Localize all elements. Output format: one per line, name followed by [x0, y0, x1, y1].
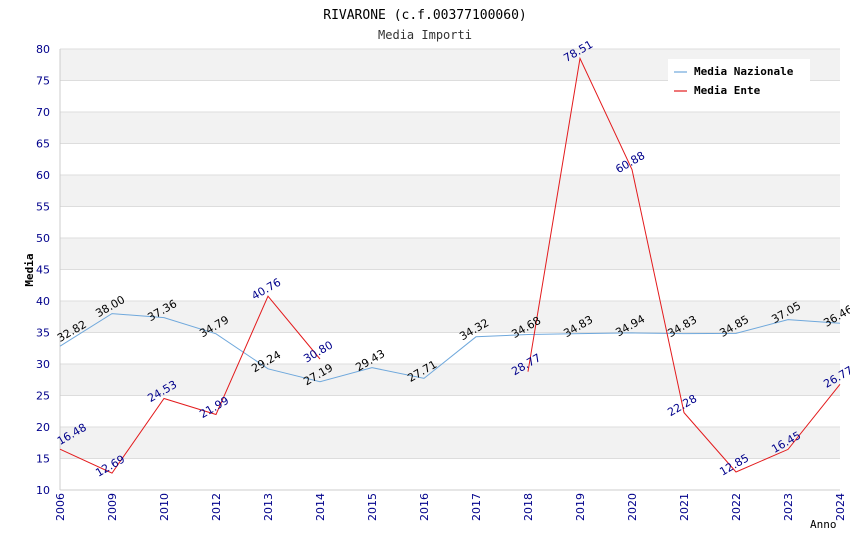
- y-tick-label: 50: [36, 232, 50, 245]
- grid-band: [60, 427, 840, 459]
- x-tick-label: 2016: [418, 493, 431, 521]
- y-tick-label: 40: [36, 295, 50, 308]
- grid-bands: [60, 49, 840, 459]
- y-tick-label: 15: [36, 453, 50, 466]
- y-tick-label: 55: [36, 201, 50, 214]
- series-line-media-ente: [59, 295, 321, 474]
- y-tick-label: 10: [36, 484, 50, 497]
- chart-subtitle: Media Importi: [378, 28, 472, 42]
- y-tick-label: 75: [36, 75, 50, 88]
- x-tick-label: 2013: [262, 493, 275, 521]
- x-tick-label: 2006: [54, 493, 67, 521]
- x-tick-label: 2024: [834, 493, 847, 521]
- x-tick-label: 2023: [782, 493, 795, 521]
- y-tick-label: 80: [36, 43, 50, 56]
- x-tick-label: 2017: [470, 493, 483, 521]
- series-line-media-ente: [527, 56, 841, 473]
- tick-labels: 10 15 20 25 30 35 40 45 50 55 60 65 70 75 80 2006 2009 20…: [36, 43, 847, 521]
- x-tick-label: 2010: [158, 493, 171, 521]
- grid-band: [60, 112, 840, 144]
- series-lines: [59, 56, 841, 474]
- grid-band: [60, 238, 840, 270]
- legend-label-media-ente: Media Ente: [694, 84, 761, 97]
- data-label-media-ente: 21.99: [197, 394, 231, 421]
- data-label-media-ente: 22.28: [665, 392, 699, 419]
- chart-title: RIVARONE (c.f.00377100060): [323, 8, 527, 23]
- y-tick-label: 65: [36, 138, 50, 151]
- legend-label-media-nazionale: Media Nazionale: [694, 65, 794, 78]
- grid-band: [60, 364, 840, 396]
- series-line-media-nazionale: [59, 313, 841, 383]
- legend: Media Nazionale Media Ente: [668, 59, 810, 102]
- x-tick-label: 2020: [626, 493, 639, 521]
- x-tick-label: 2021: [678, 493, 691, 521]
- y-tick-label: 45: [36, 264, 50, 277]
- x-tick-label: 2018: [522, 493, 535, 521]
- grid-band: [60, 301, 840, 333]
- y-axis-label: Media: [23, 253, 36, 286]
- y-tick-label: 60: [36, 169, 50, 182]
- x-tick-label: 2012: [210, 493, 223, 521]
- y-tick-label: 70: [36, 106, 50, 119]
- grid-lines: [60, 48, 840, 491]
- grid-band: [60, 175, 840, 207]
- y-tick-label: 25: [36, 390, 50, 403]
- x-tick-label: 2015: [366, 493, 379, 521]
- y-tick-label: 30: [36, 358, 50, 371]
- y-tick-label: 20: [36, 421, 50, 434]
- data-label-media-ente: 60.88: [613, 149, 647, 176]
- axes: [59, 49, 840, 491]
- x-tick-label: 2014: [314, 493, 327, 521]
- x-tick-label: 2022: [730, 493, 743, 521]
- data-label-media-ente: 40.76: [249, 276, 283, 303]
- x-axis-label: Anno: [810, 518, 837, 531]
- x-tick-label: 2009: [106, 493, 119, 521]
- legend-box: [668, 59, 810, 102]
- y-tick-label: 35: [36, 327, 50, 340]
- x-tick-label: 2019: [574, 493, 587, 521]
